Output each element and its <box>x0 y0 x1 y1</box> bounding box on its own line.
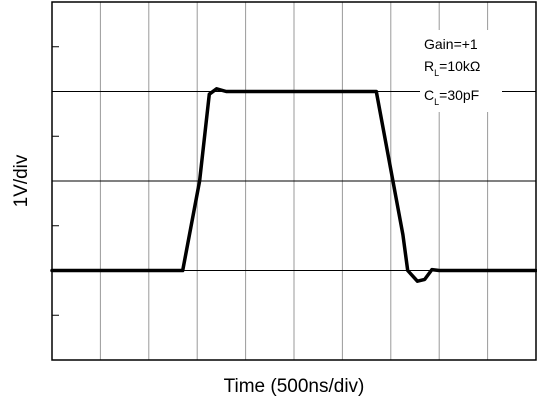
plot-frame <box>51 1 537 361</box>
annotation-box: Gain=+1 RL=10kΩ CL=30pF <box>420 30 502 112</box>
annotation-load-resistance: RL=10kΩ <box>424 58 480 78</box>
annotation-load-capacitance: CL=30pF <box>424 87 479 107</box>
x-axis-label: Time (500ns/div) <box>224 376 365 397</box>
annotation-background <box>420 30 502 112</box>
y-axis-label: 1V/div <box>11 154 32 207</box>
annotation-gain: Gain=+1 <box>424 36 478 52</box>
series-line-pulse-response <box>50 87 537 283</box>
